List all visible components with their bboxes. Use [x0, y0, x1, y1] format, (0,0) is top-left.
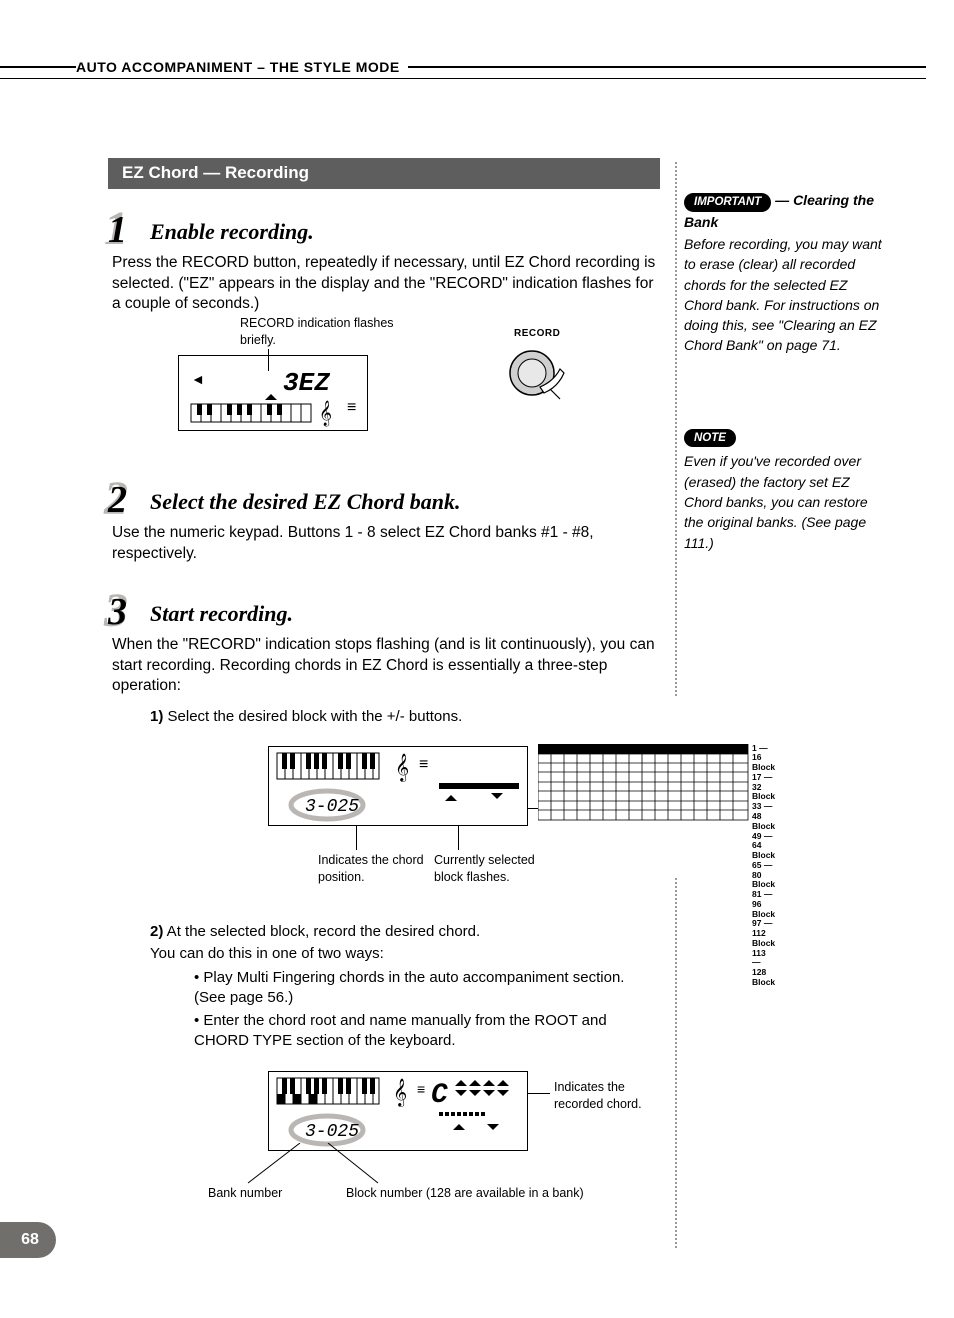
- lcd-svg: ◄ 3EZ: [179, 356, 367, 430]
- svg-text:3-025: 3-025: [305, 797, 359, 817]
- legend-row: 81 — 96 Block: [752, 890, 775, 919]
- important-box: IMPORTANT — Clearing the Bank Before rec…: [684, 190, 882, 356]
- caption-block-flash: Currently selected block flashes.: [434, 852, 564, 886]
- legend-row: 1 — 16 Block: [752, 744, 775, 773]
- note-box: NOTE Even if you've recorded over (erase…: [684, 426, 882, 553]
- step-2: 2 2 Select the desired EZ Chord bank. Us…: [108, 487, 660, 565]
- figure-caption: RECORD indication flashes briefly.: [240, 315, 420, 348]
- substep-1: 1) Select the desired block with the +/-…: [150, 707, 660, 727]
- section-bar: EZ Chord — Recording: [108, 158, 660, 189]
- important-pill: IMPORTANT: [684, 193, 771, 212]
- step-number: 1: [108, 205, 127, 256]
- svg-text:𝄞: 𝄞: [393, 1079, 407, 1107]
- lcd-display: ◄ 3EZ: [178, 355, 368, 431]
- svg-text:𝄞: 𝄞: [395, 754, 409, 782]
- substep-2: 2) At the selected block, record the des…: [150, 922, 660, 942]
- lcd-display-2: 𝄞 ≡ 3-025: [268, 746, 528, 826]
- step-title: Start recording.: [150, 599, 660, 629]
- svg-text:3-025: 3-025: [305, 1122, 359, 1142]
- pointer-line: [458, 826, 459, 850]
- header-rule-bottom: [0, 78, 926, 79]
- important-body: Before recording, you may want to erase …: [684, 234, 882, 356]
- svg-text:𝄞: 𝄞: [319, 400, 332, 426]
- step-body: When the "RECORD" indication stops flash…: [112, 635, 660, 698]
- sidebar: IMPORTANT — Clearing the Bank Before rec…: [684, 190, 882, 553]
- substep-text: Select the desired block with the +/- bu…: [163, 708, 462, 725]
- legend-row: 49 — 64 Block: [752, 832, 775, 861]
- step-number: 3: [108, 587, 127, 638]
- caption-block-number: Block number (128 are available in a ban…: [346, 1185, 584, 1202]
- step-1: 1 1 Enable recording. Press the RECORD b…: [108, 217, 660, 445]
- substep-label: 2): [150, 923, 163, 940]
- step1-figure: RECORD indication flashes briefly. ◄ 3EZ: [178, 325, 660, 445]
- main-content: EZ Chord — Recording 1 1 Enable recordin…: [108, 158, 660, 1231]
- dotted-rule-2: [675, 878, 677, 1248]
- step3-figure-1: 𝄞 ≡ 3-025: [108, 746, 660, 896]
- block-legend: 1 — 16 Block 17 — 32 Block 33 — 48 Block…: [752, 744, 775, 988]
- note-pill: NOTE: [684, 429, 736, 448]
- legend-row: 33 — 48 Block: [752, 802, 775, 831]
- block-grid: [538, 744, 758, 826]
- svg-text:3EZ: 3EZ: [283, 368, 330, 398]
- page-number-badge: 68: [0, 1222, 56, 1258]
- svg-text:≡: ≡: [419, 756, 428, 773]
- substep-2-intro: You can do this in one of two ways:: [150, 944, 660, 964]
- step-body: Press the RECORD button, repeatedly if n…: [112, 253, 660, 316]
- caption-chord-position: Indicates the chord position.: [318, 852, 428, 886]
- pointer-line: [356, 826, 357, 850]
- pointer-line: [528, 808, 538, 809]
- step-body: Use the numeric keypad. Buttons 1 - 8 se…: [112, 523, 660, 565]
- svg-text:C: C: [431, 1080, 448, 1111]
- substep-label: 1): [150, 708, 163, 725]
- legend-row: 17 — 32 Block: [752, 773, 775, 802]
- svg-text:≡: ≡: [417, 1081, 425, 1097]
- lcd2-svg: 𝄞 ≡ 3-025: [269, 747, 527, 825]
- dotted-rule-1: [675, 162, 677, 696]
- note-body: Even if you've recorded over (erased) th…: [684, 451, 882, 552]
- legend-row: 65 — 80 Block: [752, 861, 775, 890]
- pointer-line: [528, 1093, 550, 1094]
- step-title: Enable recording.: [150, 217, 660, 247]
- legend-row: 97 — 112 Block: [752, 919, 775, 948]
- svg-text:◄: ◄: [191, 371, 205, 387]
- bullet-2: • Enter the chord root and name manually…: [194, 1011, 660, 1052]
- step3-figure-2: 𝄞 ≡ C 3-025: [108, 1071, 660, 1231]
- caption-recorded-chord: Indicates the recorded chord.: [554, 1079, 664, 1113]
- lcd3-svg: 𝄞 ≡ C 3-025: [269, 1072, 527, 1150]
- step-number: 2: [108, 475, 127, 526]
- bullet-1: • Play Multi Fingering chords in the aut…: [194, 968, 660, 1009]
- lcd-display-3: 𝄞 ≡ C 3-025: [268, 1071, 528, 1151]
- caption-bank-number: Bank number: [208, 1185, 282, 1202]
- legend-row: 113 — 128 Block: [752, 949, 775, 988]
- step-title: Select the desired EZ Chord bank.: [150, 487, 660, 517]
- step-3: 3 3 Start recording. When the "RECORD" i…: [108, 599, 660, 1231]
- section-header: AUTO ACCOMPANIMENT – THE STYLE MODE: [76, 58, 408, 77]
- substep-text: At the selected block, record the desire…: [163, 923, 480, 940]
- svg-text:≡: ≡: [347, 399, 356, 416]
- record-button-icon: [502, 339, 572, 409]
